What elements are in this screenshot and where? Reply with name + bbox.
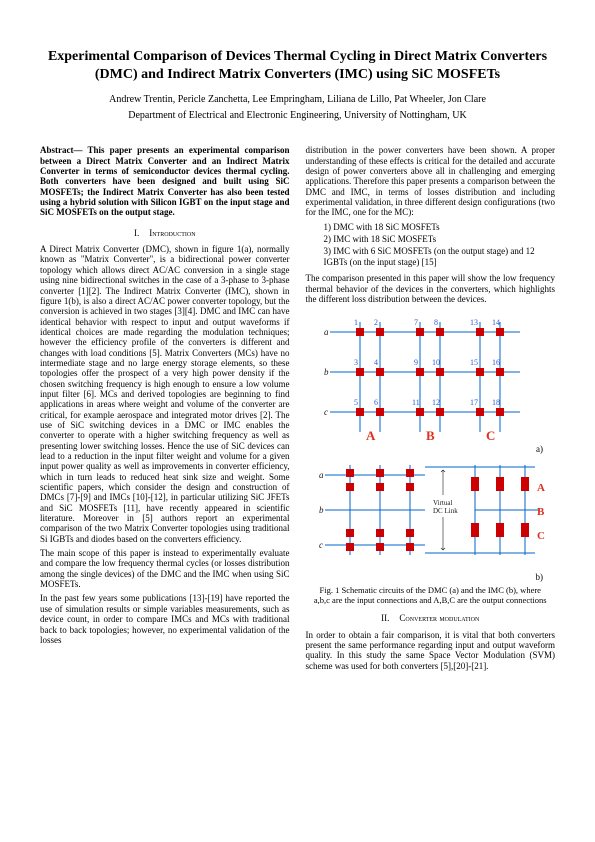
figure-1b-label: b) (306, 572, 556, 582)
list-item: 2) IMC with 18 SiC MOSFETs (324, 234, 556, 244)
svg-text:1: 1 (354, 318, 358, 327)
two-column-layout: Abstract— This paper presents an experim… (40, 145, 555, 675)
list-item: 1) DMC with 18 SiC MOSFETs (324, 222, 556, 232)
section-2-num: II. (381, 613, 389, 623)
abstract-text: Abstract— This paper presents an experim… (40, 145, 290, 217)
svg-text:4: 4 (374, 358, 378, 367)
svg-text:6: 6 (374, 398, 378, 407)
svg-text:11: 11 (412, 398, 420, 407)
intro-paragraph-2: The main scope of this paper is instead … (40, 548, 290, 589)
intro-paragraph-3: In the past few years some publications … (40, 593, 290, 645)
svg-text:16: 16 (492, 358, 500, 367)
svg-text:17: 17 (470, 398, 478, 407)
section-1-heading: I. Introduction (40, 228, 290, 238)
figure-1-caption: Fig. 1 Schematic circuits of the DMC (a)… (306, 586, 556, 606)
right-column: distribution in the power converters hav… (306, 145, 556, 675)
svg-text:3: 3 (354, 358, 358, 367)
config-list: 1) DMC with 18 SiC MOSFETs 2) IMC with 1… (324, 222, 556, 267)
left-column: Abstract— This paper presents an experim… (40, 145, 290, 675)
svg-text:15: 15 (470, 358, 478, 367)
svg-text:7: 7 (414, 318, 418, 327)
col2-paragraph-2: The comparison presented in this paper w… (306, 273, 556, 304)
svg-text:8: 8 (434, 318, 438, 327)
svg-text:13: 13 (470, 318, 478, 327)
svg-text:a: a (319, 470, 324, 480)
section-2-title: Converter modulation (399, 613, 479, 623)
svg-text:a: a (324, 327, 329, 337)
authors-line: Andrew Trentin, Pericle Zanchetta, Lee E… (40, 94, 555, 106)
svg-text:DC Link: DC Link (433, 507, 458, 515)
svg-text:B: B (537, 506, 545, 518)
section-1-num: I. (134, 228, 139, 238)
list-item: 3) IMC with 6 SiC MOSFETs (on the output… (324, 246, 556, 267)
svg-text:A: A (537, 482, 545, 494)
svg-text:14: 14 (492, 318, 500, 327)
svg-text:18: 18 (492, 398, 500, 407)
section-1-title: Introduction (149, 228, 195, 238)
svg-text:c: c (319, 540, 323, 550)
svg-text:c: c (324, 407, 328, 417)
svg-text:B: B (426, 428, 435, 442)
svg-text:C: C (486, 428, 495, 442)
sec2-paragraph: In order to obtain a fair comparison, it… (306, 630, 556, 671)
dmc-schematic-icon: 12 78 1314 34 910 1516 56 1112 1718 abc … (320, 312, 540, 442)
svg-text:2: 2 (374, 318, 378, 327)
imc-schematic-icon: a b c ABC Virtual DC Link (315, 455, 545, 570)
svg-text:b: b (324, 367, 329, 377)
paper-title: Experimental Comparison of Devices Therm… (40, 48, 555, 84)
svg-text:5: 5 (354, 398, 358, 407)
col2-paragraph-1: distribution in the power converters hav… (306, 145, 556, 217)
affiliation-line: Department of Electrical and Electronic … (40, 110, 555, 122)
svg-text:9: 9 (414, 358, 418, 367)
intro-paragraph-1: A Direct Matrix Converter (DMC), shown i… (40, 244, 290, 544)
svg-text:b: b (319, 505, 324, 515)
svg-text:A: A (366, 428, 376, 442)
svg-text:Virtual: Virtual (433, 499, 452, 507)
section-2-heading: II. Converter modulation (306, 613, 556, 623)
figure-1a-label: a) (306, 444, 556, 454)
svg-text:12: 12 (432, 398, 440, 407)
svg-text:C: C (537, 530, 545, 542)
svg-text:10: 10 (432, 358, 440, 367)
figure-1: 12 78 1314 34 910 1516 56 1112 1718 abc … (306, 312, 556, 605)
